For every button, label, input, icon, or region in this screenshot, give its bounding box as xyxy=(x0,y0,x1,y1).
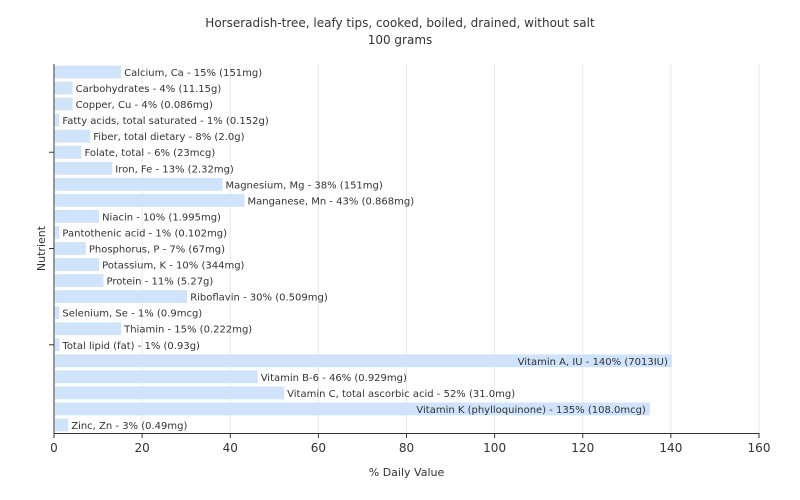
bar xyxy=(55,161,113,175)
x-tick-label: 120 xyxy=(571,441,594,455)
data-label: Vitamin K (phylloquinone) - 135% (108.0m… xyxy=(416,405,646,416)
x-tick-label: 20 xyxy=(134,441,149,455)
data-label: Carbohydrates - 4% (11.15g) xyxy=(76,84,222,95)
x-tick-label: 100 xyxy=(483,441,506,455)
bar xyxy=(55,290,188,304)
bar xyxy=(55,386,285,400)
data-label: Zinc, Zn - 3% (0.49mg) xyxy=(71,421,187,432)
x-tick-label: 160 xyxy=(748,441,771,455)
bar xyxy=(55,226,60,239)
bar xyxy=(55,306,60,320)
bar xyxy=(55,65,122,79)
bar xyxy=(55,177,223,191)
data-label: Calcium, Ca - 15% (151mg) xyxy=(124,68,262,79)
bar xyxy=(55,97,73,111)
bar xyxy=(55,193,245,207)
bar xyxy=(55,81,73,95)
data-label: Potassium, K - 10% (344mg) xyxy=(102,261,244,272)
x-tick-label: 60 xyxy=(311,441,326,455)
data-label: Vitamin A, IU - 140% (7013IU) xyxy=(518,357,668,368)
bar xyxy=(55,322,122,336)
chart-subtitle: 100 grams xyxy=(367,33,433,47)
bar xyxy=(55,354,672,368)
bar xyxy=(55,242,86,255)
bar xyxy=(55,338,60,352)
data-label: Fatty acids, total saturated - 1% (0.152… xyxy=(62,116,268,127)
bar xyxy=(55,370,258,384)
data-label: Copper, Cu - 4% (0.086mg) xyxy=(76,100,213,111)
bar xyxy=(55,145,82,159)
x-tick-label: 140 xyxy=(659,441,682,455)
bar xyxy=(55,402,650,416)
data-label: Vitamin B-6 - 46% (0.929mg) xyxy=(261,373,407,384)
bar xyxy=(55,258,100,271)
bar xyxy=(55,129,91,143)
data-label: Niacin - 10% (1.995mg) xyxy=(102,212,221,223)
data-label: Riboflavin - 30% (0.509mg) xyxy=(190,293,328,304)
x-tick-label: 80 xyxy=(399,441,414,455)
bar xyxy=(55,418,69,432)
data-label: Magnesium, Mg - 38% (151mg) xyxy=(225,180,382,191)
bar xyxy=(55,209,100,223)
data-label: Manganese, Mn - 43% (0.868mg) xyxy=(247,196,414,207)
x-axis-label: % Daily Value xyxy=(369,466,445,479)
data-label: Iron, Fe - 13% (2.32mg) xyxy=(115,164,234,175)
data-label: Selenium, Se - 1% (0.9mcg) xyxy=(62,309,202,320)
bar xyxy=(55,274,104,288)
y-axis-label: Nutrient xyxy=(35,225,48,271)
data-label: Phosphorus, P - 7% (67mg) xyxy=(89,245,225,256)
data-label: Total lipid (fat) - 1% (0.93g) xyxy=(61,341,200,352)
chart-title: Horseradish-tree, leafy tips, cooked, bo… xyxy=(205,16,595,30)
x-tick-label: 40 xyxy=(223,441,238,455)
data-label: Vitamin C, total ascorbic acid - 52% (31… xyxy=(287,389,515,400)
bar xyxy=(55,113,60,127)
data-label: Folate, total - 6% (23mcg) xyxy=(84,148,215,159)
data-label: Protein - 11% (5.27g) xyxy=(106,277,213,288)
x-tick-label: 0 xyxy=(50,441,58,455)
data-label: Thiamin - 15% (0.222mg) xyxy=(123,325,252,336)
data-label: Fiber, total dietary - 8% (2.0g) xyxy=(93,132,244,143)
data-label: Pantothenic acid - 1% (0.102mg) xyxy=(62,228,227,239)
